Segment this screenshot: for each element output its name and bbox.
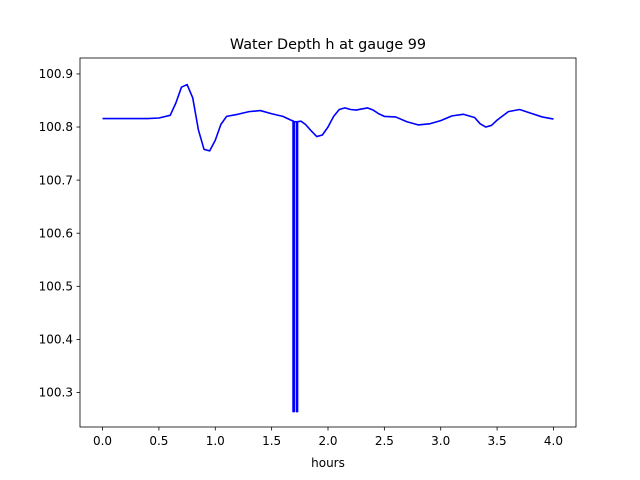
y-tick-label: 100.6	[39, 226, 73, 240]
x-tick-label: 0.5	[149, 434, 168, 448]
x-axis-label: hours	[311, 456, 345, 470]
x-axis: 0.0 0.5 1.0 1.5 2.0 2.5 3.0 3.5 4.0	[93, 427, 563, 448]
x-tick-label: 3.0	[431, 434, 450, 448]
y-tick-label: 100.5	[39, 280, 73, 294]
x-tick-label: 4.0	[544, 434, 563, 448]
y-tick-label: 100.7	[39, 173, 73, 187]
x-tick-label: 3.5	[488, 434, 507, 448]
axes-frame	[79, 57, 577, 428]
x-tick-label: 1.0	[206, 434, 225, 448]
y-tick-label: 100.8	[39, 120, 73, 134]
x-tick-label: 1.5	[262, 434, 281, 448]
y-tick-label: 100.9	[39, 67, 73, 81]
x-tick-label: 2.0	[318, 434, 337, 448]
x-tick-label: 2.5	[375, 434, 394, 448]
chart-title: Water Depth h at gauge 99	[230, 37, 426, 53]
series-line	[102, 83, 554, 413]
y-axis: 100.3 100.4 100.5 100.6 100.7 100.8 100.9	[39, 67, 80, 400]
plot-area	[102, 83, 554, 413]
y-tick-label: 100.4	[39, 333, 73, 347]
x-tick-label: 0.0	[93, 434, 112, 448]
y-tick-label: 100.3	[39, 386, 73, 400]
